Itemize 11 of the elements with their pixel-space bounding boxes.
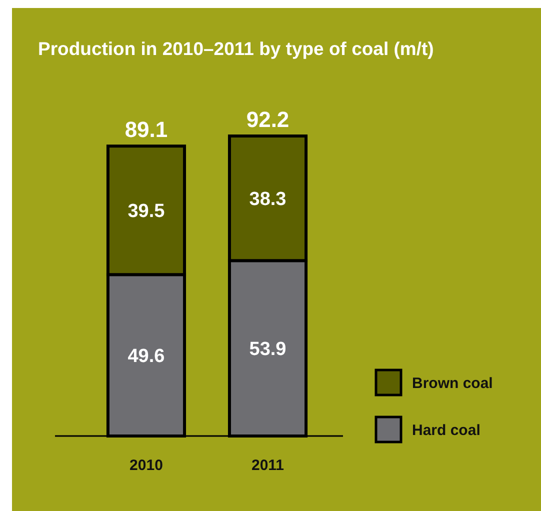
legend-label: Brown coal <box>412 374 493 392</box>
data-label: 39.5 <box>128 201 166 222</box>
data-label: 53.9 <box>249 338 286 360</box>
total-label: 92.2 <box>246 107 290 132</box>
total-label: 89.1 <box>124 117 168 142</box>
data-label: 49.6 <box>128 346 165 367</box>
legend-label: Hard coal <box>412 422 480 439</box>
chart-title: Production in 2010–2011 by type of coal (m/t) <box>38 38 434 59</box>
x-tick-label: 2010 <box>130 457 163 474</box>
data-label: 38.3 <box>249 188 286 210</box>
x-tick-label: 2011 <box>251 457 284 474</box>
